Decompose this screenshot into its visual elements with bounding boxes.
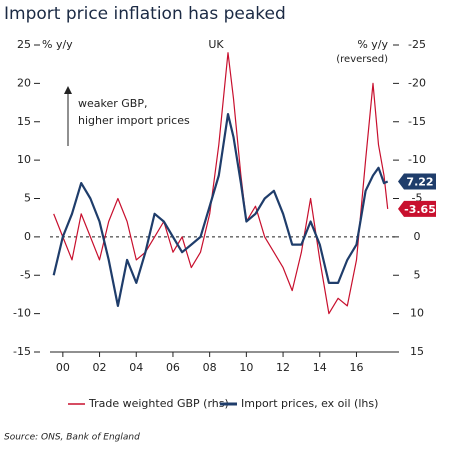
y2-axis-note: (reversed) bbox=[336, 54, 388, 65]
y-tick-label: 15 bbox=[17, 115, 31, 128]
x-tick-label: 00 bbox=[56, 361, 70, 374]
annotation: weaker GBP, bbox=[78, 97, 147, 110]
y2-tick-label: 5 bbox=[414, 268, 421, 281]
y2-tick-label: 10 bbox=[410, 307, 424, 320]
y-tick-label: 25 bbox=[17, 38, 31, 51]
end-label: 7.22 bbox=[406, 175, 433, 188]
y-tick-label: -10 bbox=[13, 307, 31, 320]
y-tick-label: 0 bbox=[24, 230, 31, 243]
x-tick-label: 06 bbox=[166, 361, 180, 374]
annotation: UK bbox=[208, 38, 224, 51]
y-tick-label: -5 bbox=[20, 268, 31, 281]
y2-tick-label: -20 bbox=[408, 76, 426, 89]
y2-tick-label: -25 bbox=[408, 38, 426, 51]
legend-label: Trade weighted GBP (rhs) bbox=[88, 397, 229, 410]
y2-tick-label: -15 bbox=[408, 115, 426, 128]
y-axis-label: % y/y bbox=[42, 38, 73, 51]
series-line bbox=[53, 52, 389, 315]
y-tick-label: 5 bbox=[24, 192, 31, 205]
end-label-box bbox=[398, 173, 436, 190]
y2-tick-label: 15 bbox=[410, 345, 424, 358]
series-line bbox=[52, 113, 389, 307]
chart-title: Import price inflation has peaked bbox=[4, 4, 286, 24]
x-tick-label: 16 bbox=[349, 361, 363, 374]
legend-label: Import prices, ex oil (lhs) bbox=[241, 397, 378, 410]
x-tick-label: 02 bbox=[93, 361, 107, 374]
x-tick-label: 04 bbox=[129, 361, 143, 374]
x-tick-label: 12 bbox=[276, 361, 290, 374]
y2-tick-label: 0 bbox=[414, 230, 421, 243]
arrow-head bbox=[64, 86, 72, 94]
source: Source: ONS, Bank of England bbox=[4, 433, 140, 443]
x-tick-label: 10 bbox=[239, 361, 253, 374]
y-tick-label: 10 bbox=[17, 153, 31, 166]
y2-tick-label: -10 bbox=[408, 153, 426, 166]
y2-tick-label: -5 bbox=[412, 192, 423, 205]
end-label-box bbox=[398, 200, 436, 217]
end-label: -3.65 bbox=[404, 203, 436, 216]
x-tick-label: 08 bbox=[203, 361, 217, 374]
annotation: higher import prices bbox=[78, 114, 190, 127]
y-tick-label: 20 bbox=[17, 76, 31, 89]
x-tick-label: 14 bbox=[313, 361, 327, 374]
y2-axis-label: % y/y bbox=[357, 38, 388, 51]
y-tick-label: -15 bbox=[13, 345, 31, 358]
